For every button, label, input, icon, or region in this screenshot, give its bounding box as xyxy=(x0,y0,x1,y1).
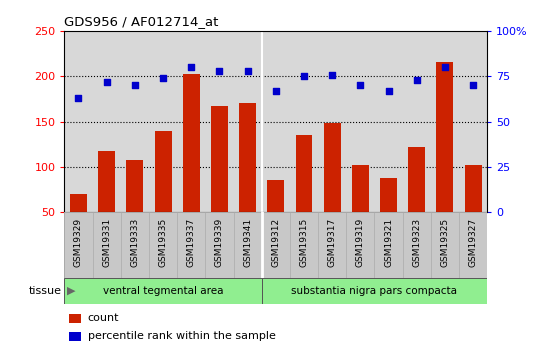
Bar xyxy=(436,62,454,257)
Text: GSM19337: GSM19337 xyxy=(186,217,196,267)
Text: GSM19319: GSM19319 xyxy=(356,217,365,267)
Point xyxy=(384,88,393,93)
Bar xyxy=(98,150,115,257)
Bar xyxy=(69,332,81,341)
Bar xyxy=(380,178,397,257)
Text: GSM19317: GSM19317 xyxy=(328,217,337,267)
Bar xyxy=(262,278,487,304)
Point xyxy=(300,73,309,79)
Point xyxy=(130,82,139,88)
Point xyxy=(74,95,83,101)
Text: GSM19323: GSM19323 xyxy=(412,217,421,267)
Text: GSM19341: GSM19341 xyxy=(243,217,252,267)
Text: GSM19331: GSM19331 xyxy=(102,217,111,267)
Text: GDS956 / AF012714_at: GDS956 / AF012714_at xyxy=(64,16,219,29)
Bar xyxy=(465,165,482,257)
Point xyxy=(158,75,167,81)
Bar xyxy=(408,147,425,257)
Point xyxy=(102,79,111,85)
Text: ventral tegmental area: ventral tegmental area xyxy=(103,286,223,296)
Bar xyxy=(127,160,143,257)
Point xyxy=(412,77,421,83)
Text: percentile rank within the sample: percentile rank within the sample xyxy=(88,332,276,342)
Text: GSM19325: GSM19325 xyxy=(440,217,450,267)
Bar xyxy=(70,194,87,257)
Bar xyxy=(183,73,200,257)
Point xyxy=(243,68,252,74)
Point xyxy=(440,65,449,70)
Bar xyxy=(211,106,228,257)
Bar xyxy=(324,122,340,257)
Bar xyxy=(69,314,81,323)
Bar xyxy=(64,278,262,304)
Bar xyxy=(296,135,312,257)
Point xyxy=(328,72,337,77)
Point xyxy=(187,65,196,70)
Text: GSM19335: GSM19335 xyxy=(158,217,167,267)
Text: GSM19329: GSM19329 xyxy=(74,217,83,267)
Point xyxy=(469,82,478,88)
Text: GSM19333: GSM19333 xyxy=(130,217,139,267)
Text: GSM19327: GSM19327 xyxy=(469,217,478,267)
Point xyxy=(356,82,365,88)
Text: count: count xyxy=(88,313,119,323)
Bar xyxy=(267,180,284,257)
Text: substantia nigra pars compacta: substantia nigra pars compacta xyxy=(291,286,458,296)
Point xyxy=(271,88,280,93)
Bar xyxy=(155,131,171,257)
Bar xyxy=(239,104,256,257)
Bar xyxy=(352,165,369,257)
Text: GSM19339: GSM19339 xyxy=(215,217,224,267)
Text: tissue: tissue xyxy=(29,286,62,296)
Text: ▶: ▶ xyxy=(67,286,76,296)
Text: GSM19315: GSM19315 xyxy=(300,217,309,267)
Text: GSM19321: GSM19321 xyxy=(384,217,393,267)
Point xyxy=(215,68,224,74)
Text: GSM19312: GSM19312 xyxy=(271,217,281,267)
